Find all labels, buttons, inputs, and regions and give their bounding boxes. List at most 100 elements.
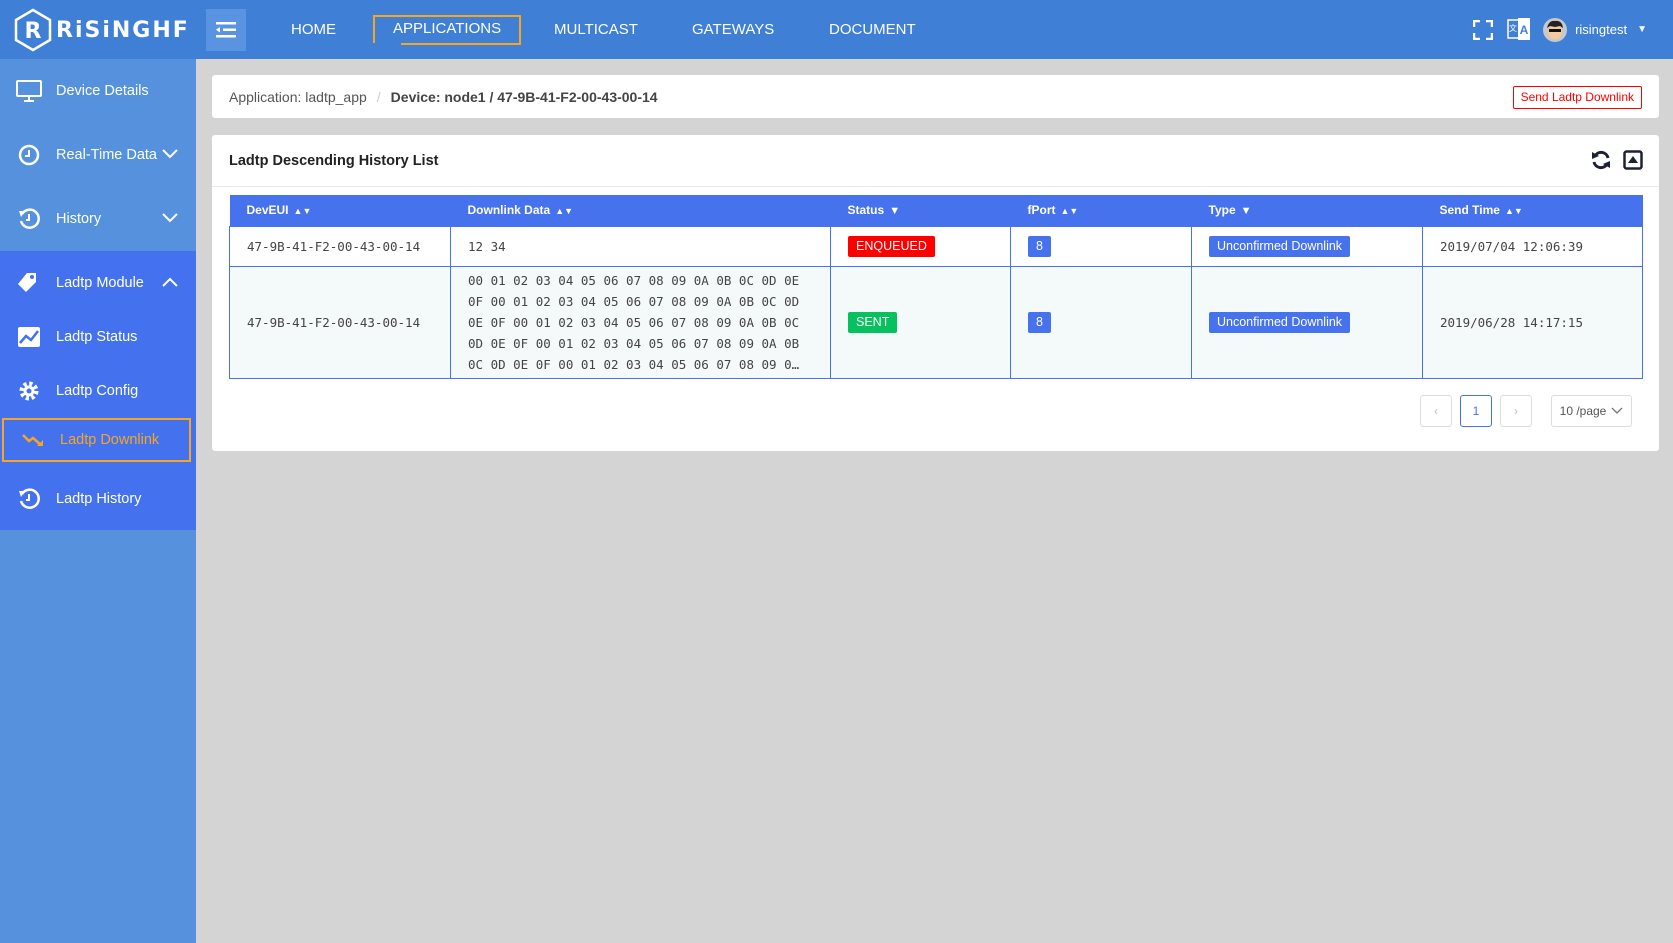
sidebar-item-ladtp-status[interactable]: Ladtp Status bbox=[0, 310, 196, 364]
column-type[interactable]: Type ▼ bbox=[1191, 195, 1423, 226]
column-label: Downlink Data bbox=[467, 203, 551, 218]
logo-icon: R bbox=[14, 8, 52, 52]
prev-page-button[interactable]: ‹ bbox=[1420, 395, 1452, 427]
page-1-button[interactable]: 1 bbox=[1460, 395, 1492, 427]
sidebar-item-label: Ladtp Config bbox=[56, 383, 139, 399]
cell-fport: 8 bbox=[1010, 265, 1192, 379]
hex-line: 0E 0F 00 01 02 03 04 05 06 07 08 09 0A 0… bbox=[468, 314, 800, 330]
hex-line: 0D 0E 0F 00 01 02 03 04 05 06 07 08 09 0… bbox=[468, 335, 800, 351]
ladtp-module-section: Ladtp Module Ladtp Status Ladtp Config L… bbox=[0, 251, 196, 530]
sidebar: Device Details Real-Time Data History La… bbox=[0, 59, 196, 943]
sidebar-item-label: Ladtp Downlink bbox=[60, 432, 160, 448]
history-table: DevEUI ▲▼ Downlink Data ▲▼ Status ▼ fPort ▲▼… bbox=[229, 195, 1643, 379]
page-size-value: 10 /page bbox=[1559, 404, 1607, 418]
sidebar-item-ladtp-config[interactable]: Ladtp Config bbox=[0, 364, 196, 418]
sidebar-item-label: Ladtp Status bbox=[56, 329, 138, 345]
sort-icon[interactable]: ▲▼ bbox=[555, 206, 574, 217]
table-row[interactable]: 47-9B-41-F2-00-43-00-14 00 01 02 03 04 0… bbox=[229, 265, 1643, 379]
breadcrumb-application[interactable]: Application: ladtp_app bbox=[229, 88, 367, 105]
sort-icon[interactable]: ▲▼ bbox=[1504, 206, 1523, 217]
hex-line: 0F 00 01 02 03 04 05 06 07 08 09 0A 0B 0… bbox=[468, 293, 800, 309]
column-label: DevEUI bbox=[246, 203, 289, 218]
next-page-button[interactable]: › bbox=[1500, 395, 1532, 427]
cell-deveui: 47-9B-41-F2-00-43-00-14 bbox=[229, 225, 451, 267]
filter-icon[interactable]: ▼ bbox=[1240, 205, 1252, 218]
clock-icon bbox=[14, 144, 44, 166]
chevron-up-icon bbox=[162, 275, 178, 291]
column-send-time[interactable]: Send Time ▲▼ bbox=[1422, 195, 1643, 226]
sidebar-item-real-time-data[interactable]: Real-Time Data bbox=[0, 123, 196, 187]
username[interactable]: risingtest bbox=[1575, 22, 1628, 37]
column-deveui[interactable]: DevEUI ▲▼ bbox=[229, 195, 451, 226]
sidebar-item-ladtp-downlink[interactable]: Ladtp Downlink bbox=[2, 418, 191, 462]
chevron-down-icon bbox=[1611, 407, 1623, 414]
chevron-down-icon bbox=[162, 147, 178, 163]
logo[interactable]: R RiSiNGHF bbox=[14, 8, 190, 52]
history-icon bbox=[14, 208, 44, 230]
breadcrumb-device: Device: node1 / 47-9B-41-F2-00-43-00-14 bbox=[390, 88, 658, 105]
svg-text:R: R bbox=[25, 19, 42, 44]
top-bar: R RiSiNGHF HOME APPLICATIONS MULTICAST G… bbox=[0, 0, 1673, 59]
fullscreen-icon[interactable] bbox=[1473, 19, 1494, 40]
sidebar-item-ladtp-module[interactable]: Ladtp Module bbox=[0, 251, 196, 315]
type-badge: Unconfirmed Downlink bbox=[1209, 235, 1351, 257]
send-ladtp-downlink-button[interactable]: Send Ladtp Downlink bbox=[1512, 86, 1642, 109]
sort-icon[interactable]: ▲▼ bbox=[1060, 206, 1079, 217]
avatar[interactable] bbox=[1543, 17, 1568, 42]
column-downlink-data[interactable]: Downlink Data ▲▼ bbox=[450, 195, 831, 226]
fport-badge: 8 bbox=[1028, 311, 1051, 333]
nav-applications[interactable]: APPLICATIONS bbox=[373, 15, 522, 45]
nav-gateways[interactable]: GATEWAYS bbox=[692, 21, 775, 38]
cell-type: Unconfirmed Downlink bbox=[1191, 265, 1423, 379]
tag-icon bbox=[14, 272, 44, 294]
refresh-icon[interactable] bbox=[1591, 150, 1611, 170]
nav-home[interactable]: HOME bbox=[291, 21, 336, 38]
pagination: ‹ 1 › 10 /page bbox=[1420, 395, 1632, 427]
cell-send-time: 2019/06/28 14:17:15 bbox=[1422, 265, 1643, 379]
cell-status: ENQUEUED bbox=[830, 225, 1011, 267]
nav-document[interactable]: DOCUMENT bbox=[829, 21, 916, 38]
cell-downlink-data: 00 01 02 03 04 05 06 07 08 09 0A 0B 0C 0… bbox=[450, 265, 831, 379]
menu-toggle-button[interactable] bbox=[206, 9, 246, 51]
hex-line: 12 34 bbox=[468, 238, 506, 254]
column-fport[interactable]: fPort ▲▼ bbox=[1010, 195, 1192, 226]
column-label: Type bbox=[1208, 203, 1236, 218]
collapse-icon[interactable] bbox=[1623, 150, 1643, 170]
gear-icon bbox=[14, 380, 44, 402]
language-icon[interactable]: A文 bbox=[1507, 17, 1531, 43]
nav-multicast[interactable]: MULTICAST bbox=[554, 21, 638, 38]
sidebar-item-ladtp-history[interactable]: Ladtp History bbox=[0, 472, 196, 526]
caret-down-icon[interactable]: ▼ bbox=[1637, 24, 1647, 35]
list-title: Ladtp Descending History List bbox=[229, 152, 439, 169]
monitor-icon bbox=[14, 80, 44, 102]
cell-downlink-data: 12 34 bbox=[450, 225, 831, 267]
type-badge: Unconfirmed Downlink bbox=[1209, 311, 1351, 333]
breadcrumb: Application: ladtp_app / Device: node1 /… bbox=[212, 75, 1659, 118]
svg-text:A: A bbox=[1520, 23, 1529, 37]
column-label: fPort bbox=[1027, 203, 1056, 218]
fport-badge: 8 bbox=[1028, 235, 1051, 257]
status-badge: ENQUEUED bbox=[848, 235, 935, 257]
sidebar-item-label: Real-Time Data bbox=[56, 147, 157, 163]
menu-fold-icon bbox=[216, 22, 236, 38]
sidebar-item-device-details[interactable]: Device Details bbox=[0, 59, 196, 123]
sidebar-item-history[interactable]: History bbox=[0, 187, 196, 251]
cell-type: Unconfirmed Downlink bbox=[1191, 225, 1423, 267]
chevron-down-icon bbox=[162, 211, 178, 227]
chart-icon bbox=[14, 327, 44, 347]
logo-text: RiSiNGHF bbox=[56, 17, 190, 43]
history-list-card: Ladtp Descending History List DevEUI ▲▼ D… bbox=[212, 135, 1659, 451]
sidebar-item-label: History bbox=[56, 211, 102, 227]
table-row[interactable]: 47-9B-41-F2-00-43-00-14 12 34 ENQUEUED 8… bbox=[229, 225, 1643, 267]
cell-fport: 8 bbox=[1010, 225, 1192, 267]
history-icon bbox=[14, 488, 44, 510]
column-status[interactable]: Status ▼ bbox=[830, 195, 1011, 226]
hex-line: 00 01 02 03 04 05 06 07 08 09 0A 0B 0C 0… bbox=[468, 272, 800, 288]
page-size-select[interactable]: 10 /page bbox=[1551, 395, 1632, 427]
svg-text:文: 文 bbox=[1509, 23, 1517, 33]
sidebar-item-label: Device Details bbox=[56, 83, 149, 99]
status-badge: SENT bbox=[848, 311, 898, 333]
sidebar-item-label: Ladtp History bbox=[56, 491, 142, 507]
filter-icon[interactable]: ▼ bbox=[889, 205, 901, 218]
sort-icon[interactable]: ▲▼ bbox=[293, 206, 312, 217]
